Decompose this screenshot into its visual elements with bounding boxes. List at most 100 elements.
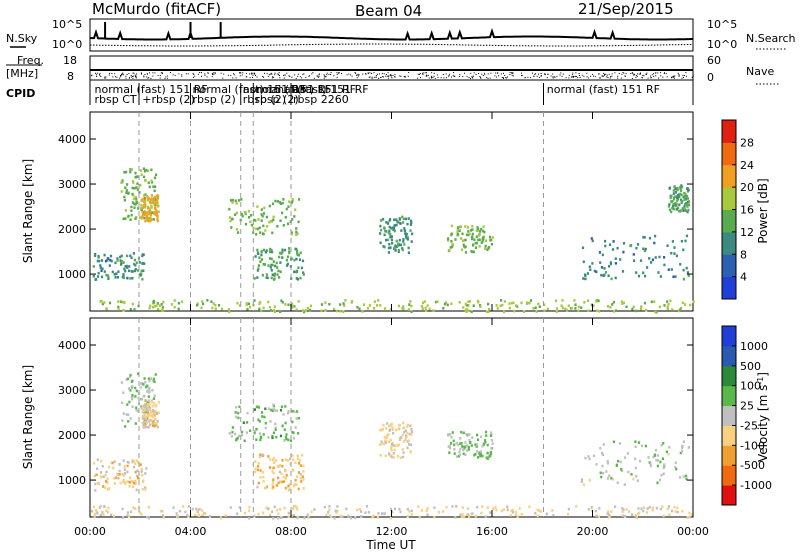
- nave-point: [354, 72, 356, 73]
- power-data-cell: [250, 223, 253, 227]
- nave-point: [245, 72, 247, 74]
- velocity-data-cell: [449, 433, 452, 436]
- velocity-data-cell: [152, 397, 155, 400]
- power-data-cell: [156, 217, 159, 221]
- power-data-cell: [131, 201, 134, 204]
- velocity-data-cell: [272, 457, 275, 460]
- power-data-cell: [147, 198, 150, 202]
- velocity-data-cell: [461, 445, 464, 448]
- power-data-cell: [122, 308, 125, 312]
- power-data-cell: [432, 309, 435, 312]
- nave-point: [500, 73, 502, 75]
- power-data-cell: [488, 235, 492, 239]
- velocity-data-cell: [645, 511, 649, 514]
- power-data-cell: [150, 179, 153, 183]
- power-data-cell: [173, 305, 176, 309]
- power-data-cell: [122, 273, 125, 276]
- power-data-cell: [274, 264, 277, 268]
- freq-unit: [MHz]: [6, 67, 38, 80]
- nave-point: [532, 72, 533, 74]
- power-data-cell: [122, 276, 125, 280]
- velocity-data-cell: [409, 424, 412, 428]
- nave-point: [112, 76, 114, 78]
- power-data-cell: [401, 247, 404, 250]
- power-data-cell: [273, 272, 276, 276]
- velocity-data-cell: [149, 423, 152, 426]
- velocity-data-cell: [291, 468, 294, 471]
- nave-point: [475, 74, 477, 75]
- velocity-data-cell: [140, 468, 143, 471]
- velocity-data-cell: [409, 443, 413, 447]
- nave-point: [608, 73, 610, 75]
- velocity-data-cell: [567, 507, 570, 511]
- velocity-data-cell: [148, 408, 151, 411]
- velocity-data-cell: [580, 480, 583, 483]
- velocity-data-cell: [410, 430, 413, 434]
- power-data-cell: [648, 236, 652, 240]
- nave-point: [433, 75, 435, 77]
- velocity-data-cell: [339, 514, 342, 518]
- velocity-data-cell: [662, 514, 665, 518]
- power-data-cell: [436, 300, 439, 303]
- velocity-data-cell: [465, 433, 468, 436]
- velocity-data-cell: [136, 469, 139, 473]
- nave-point: [603, 74, 605, 75]
- power-data-cell: [406, 238, 409, 241]
- velocity-data-cell: [258, 420, 261, 423]
- power-data-cell: [105, 307, 108, 311]
- velocity-data-cell: [485, 430, 488, 434]
- velocity-data-cell: [616, 481, 619, 484]
- power-data-cell: [671, 308, 674, 311]
- velocity-data-cell: [674, 466, 677, 469]
- power-data-cell: [265, 249, 268, 252]
- power-data-cell: [467, 309, 470, 312]
- velocity-data-cell: [515, 513, 518, 517]
- velocity-data-cell: [155, 411, 158, 415]
- power-data-cell: [409, 300, 412, 303]
- power-data-cell: [257, 227, 260, 231]
- power-data-cell: [162, 300, 165, 304]
- power-data-cell: [295, 308, 298, 311]
- power-data-cell: [135, 201, 138, 204]
- velocity-data-cell: [159, 509, 162, 513]
- velocity-data-cell: [142, 423, 145, 427]
- velocity-data-cell: [637, 441, 641, 444]
- velocity-data-cell: [687, 446, 690, 449]
- power-data-cell: [130, 213, 133, 217]
- velocity-data-cell: [288, 487, 292, 491]
- velocity-data-cell: [635, 516, 638, 520]
- nave-point: [552, 76, 554, 78]
- velocity-data-cell: [408, 510, 411, 513]
- power-data-cell: [424, 306, 427, 310]
- nave-point: [479, 76, 481, 78]
- velocity-data-cell: [610, 476, 613, 480]
- velocity-data-cell: [238, 405, 241, 409]
- power-data-cell: [614, 262, 617, 265]
- power-data-cell: [422, 301, 425, 305]
- velocity-data-cell: [676, 506, 679, 510]
- velocity-data-cell: [396, 454, 400, 458]
- power-data-cell: [564, 307, 567, 311]
- power-data-cell: [410, 221, 413, 224]
- power-data-cell: [113, 273, 116, 276]
- power-data-cell: [673, 207, 676, 211]
- power-data-cell: [140, 199, 143, 202]
- power-data-cell: [144, 179, 147, 182]
- power-data-cell: [136, 175, 139, 178]
- velocity-data-cell: [151, 422, 154, 426]
- power-data-cell: [472, 250, 475, 254]
- nave-point: [378, 73, 380, 75]
- power-colorbar-tick-label: 24: [740, 159, 754, 172]
- nave-point: [507, 76, 508, 78]
- nave-point: [509, 74, 511, 75]
- power-data-cell: [680, 306, 683, 310]
- velocity-data-cell: [235, 415, 238, 419]
- velocity-data-cell: [161, 510, 164, 513]
- velocity-data-cell: [390, 445, 393, 448]
- power-data-cell: [408, 303, 411, 306]
- velocity-data-cell: [407, 443, 411, 446]
- power-data-cell: [479, 305, 482, 308]
- nave-point: [509, 72, 511, 74]
- power-data-cell: [293, 270, 296, 274]
- nave-point: [160, 72, 162, 74]
